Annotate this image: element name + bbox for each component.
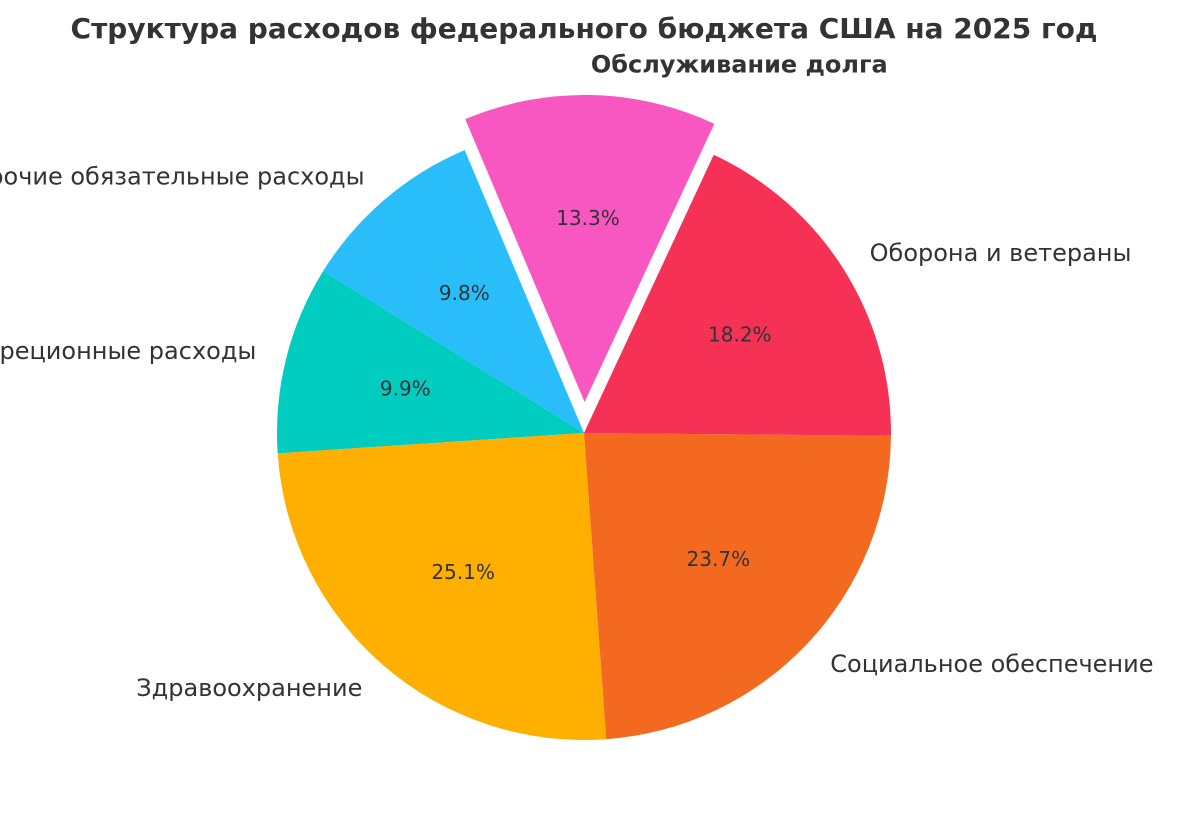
percent-label-5: 23.7% bbox=[687, 547, 751, 571]
percent-label-2: 9.8% bbox=[439, 281, 490, 305]
category-label-5: Социальное обеспечение bbox=[830, 650, 1153, 678]
category-label-6: Оборона и ветераны bbox=[870, 239, 1132, 267]
category-label-2: Прочие обязательные расходы bbox=[0, 162, 365, 190]
category-label-3: Дискреционные расходы bbox=[0, 337, 256, 365]
percent-label-3: 9.9% bbox=[380, 376, 431, 400]
category-label-1: Обслуживание долга bbox=[591, 50, 888, 78]
pie-slices bbox=[276, 95, 892, 740]
pie-slice-3 bbox=[276, 271, 584, 454]
percent-label-1: 13.3% bbox=[556, 206, 620, 230]
chart-title: Структура расходов федерального бюджета … bbox=[71, 12, 1098, 45]
pie-slice-5 bbox=[584, 433, 891, 740]
pie-slice-2 bbox=[323, 150, 584, 433]
percent-labels: 13.3% 9.8% 9.9% 25.1% 23.7% 18.2% bbox=[380, 206, 772, 584]
pie-slice-6 bbox=[584, 154, 892, 436]
percent-label-6: 18.2% bbox=[708, 323, 772, 347]
category-label-4: Здравоохранение bbox=[136, 674, 362, 702]
pie-slice-1 bbox=[465, 95, 715, 403]
pie-slice-4 bbox=[277, 433, 607, 740]
category-labels: Обслуживание долга Прочие обязательные ра… bbox=[0, 50, 1154, 701]
percent-label-4: 25.1% bbox=[431, 560, 495, 584]
